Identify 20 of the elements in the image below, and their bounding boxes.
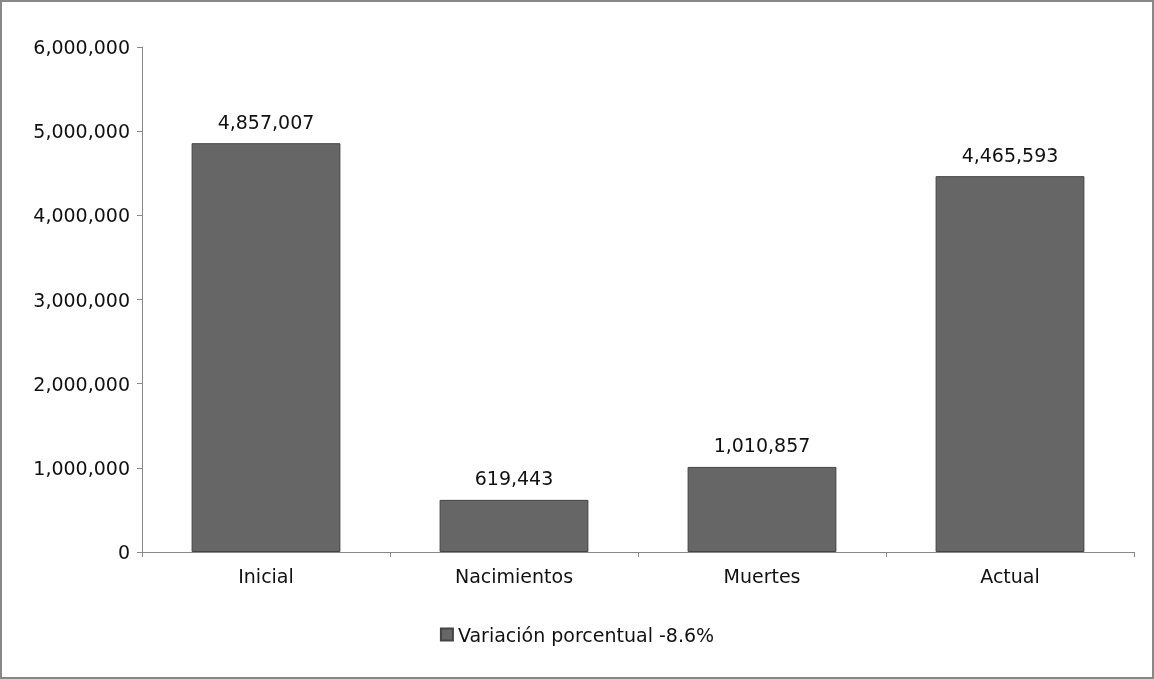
- x-tick-label: Muertes: [723, 564, 801, 587]
- y-tick-label: 0: [117, 541, 130, 563]
- x-tick-label: Actual: [980, 564, 1040, 587]
- data-label: 4,465,593: [961, 143, 1059, 166]
- data-label: 4,857,007: [217, 110, 315, 133]
- y-tick-label: 2,000,000: [33, 372, 130, 395]
- y-tick-label: 5,000,000: [33, 120, 130, 143]
- legend-label: Variación porcentual -8.6%: [457, 623, 715, 646]
- data-label: 1,010,857: [713, 434, 811, 457]
- y-tick-label: 3,000,000: [33, 288, 130, 311]
- y-tick-label: 4,000,000: [33, 204, 130, 227]
- data-label: 619,443: [474, 467, 554, 490]
- y-tick-label: 1,000,000: [33, 456, 130, 479]
- bar: [935, 176, 1085, 552]
- y-tick-label: 6,000,000: [33, 36, 130, 58]
- bar: [191, 143, 341, 552]
- bar: [687, 466, 837, 552]
- x-tick-label: Inicial: [238, 564, 294, 587]
- bar: [439, 499, 589, 552]
- x-tick-label: Nacimientos: [454, 564, 574, 587]
